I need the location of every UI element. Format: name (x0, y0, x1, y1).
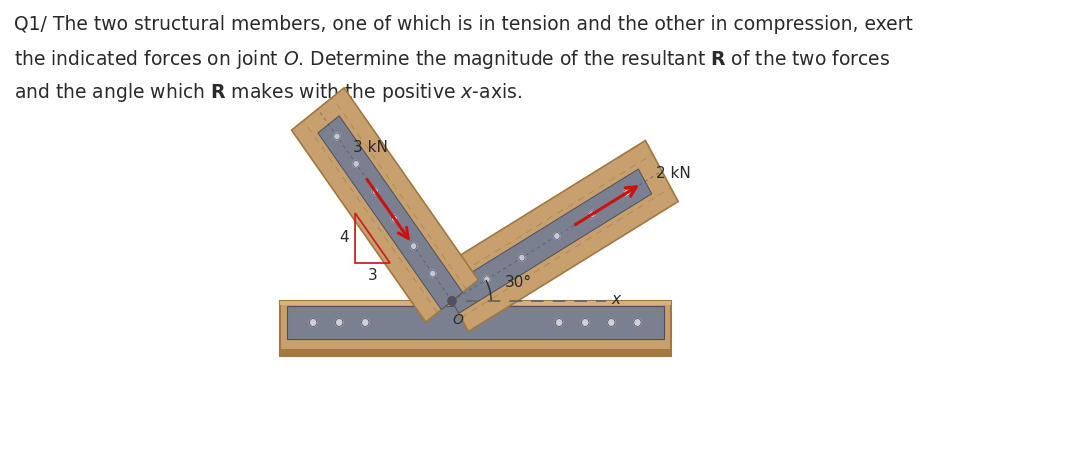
Circle shape (353, 160, 360, 167)
Polygon shape (280, 349, 671, 356)
Circle shape (554, 232, 561, 239)
Circle shape (608, 318, 616, 327)
Polygon shape (292, 88, 478, 322)
Polygon shape (280, 301, 671, 305)
Text: x: x (611, 291, 620, 307)
Text: and the angle which $\mathbf{R}$ makes with the positive $\mathit{x}$-axis.: and the angle which $\mathbf{R}$ makes w… (14, 81, 522, 104)
Circle shape (484, 276, 490, 283)
Text: 3: 3 (367, 268, 377, 283)
Text: 30°: 30° (504, 275, 532, 289)
Circle shape (309, 318, 316, 327)
Circle shape (362, 318, 369, 327)
Text: the indicated forces on joint $\mathit{O}$. Determine the magnitude of the resul: the indicated forces on joint $\mathit{O… (14, 48, 890, 71)
Text: 4: 4 (339, 231, 349, 246)
Circle shape (373, 188, 378, 195)
Text: 3 kN: 3 kN (352, 140, 388, 155)
Text: Q1/ The two structural members, one of which is in tension and the other in comp: Q1/ The two structural members, one of w… (14, 15, 913, 34)
Text: 2 kN: 2 kN (656, 166, 690, 181)
Circle shape (555, 318, 563, 327)
Circle shape (336, 318, 343, 327)
Circle shape (391, 215, 397, 222)
Circle shape (430, 270, 436, 277)
Circle shape (448, 297, 456, 305)
Circle shape (589, 211, 595, 218)
Circle shape (410, 243, 417, 250)
Polygon shape (435, 140, 678, 332)
Polygon shape (318, 116, 462, 309)
Circle shape (518, 254, 525, 261)
Polygon shape (287, 306, 663, 339)
Circle shape (623, 189, 630, 196)
Text: O: O (453, 313, 463, 327)
Circle shape (581, 318, 589, 327)
Polygon shape (445, 169, 651, 313)
Circle shape (334, 133, 340, 140)
Polygon shape (280, 301, 671, 356)
Circle shape (634, 318, 642, 327)
